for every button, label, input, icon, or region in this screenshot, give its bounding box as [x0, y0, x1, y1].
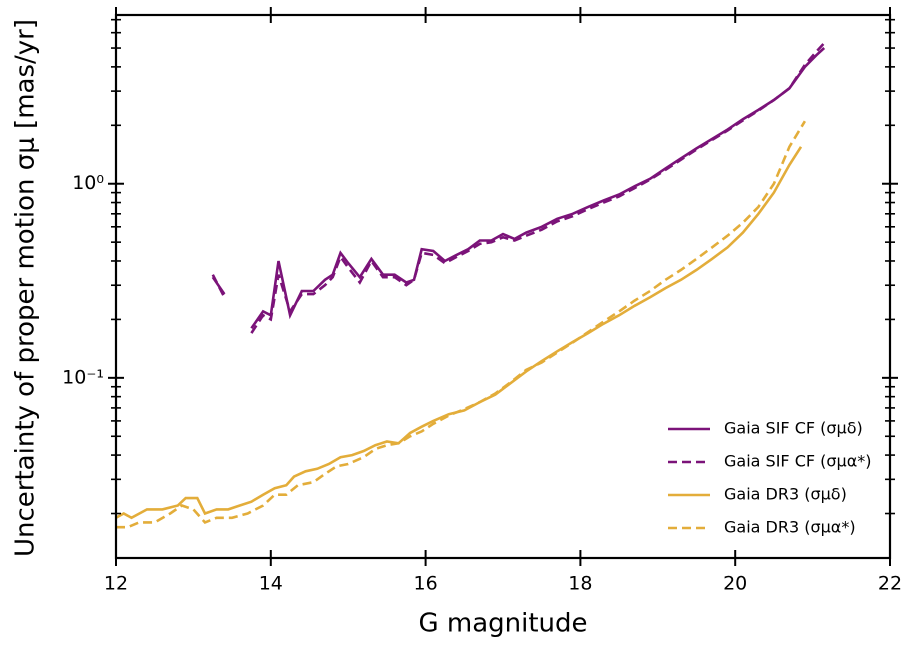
x-tick-label: 18 [568, 573, 592, 595]
legend-label: Gaia DR3 (σμα*) [724, 518, 856, 537]
data-line [116, 120, 807, 529]
x-tick-label: 14 [259, 573, 283, 595]
y-axis-label: Uncertainty of proper motion σμ [mas/yr] [11, 19, 41, 557]
legend-label: Gaia DR3 (σμδ) [724, 485, 847, 504]
x-tick-label: 22 [878, 573, 902, 595]
x-axis-label: G magnitude [418, 609, 587, 639]
y-tick-label: 10⁻¹ [62, 366, 104, 388]
x-tick-label: 20 [723, 573, 747, 595]
data-line [115, 146, 803, 520]
legend-label: Gaia SIF CF (σμα*) [724, 452, 872, 471]
plot-frame [114, 13, 892, 560]
data-line [211, 47, 826, 330]
legend-label: Gaia SIF CF (σμδ) [724, 419, 863, 438]
y-tick-label: 10⁰ [72, 172, 104, 194]
data-line [211, 42, 826, 334]
x-tick-label: 12 [104, 573, 128, 595]
x-tick-label: 16 [414, 573, 438, 595]
